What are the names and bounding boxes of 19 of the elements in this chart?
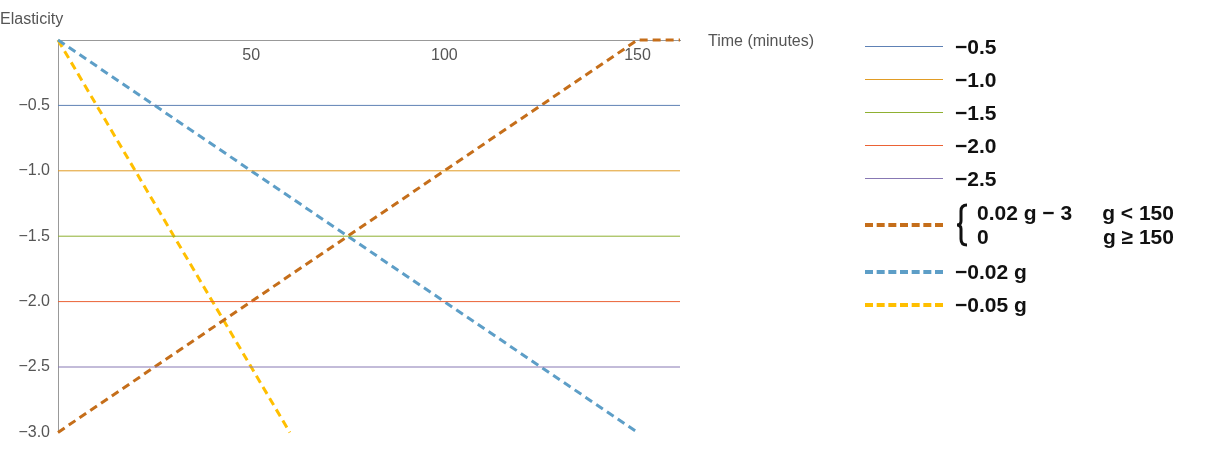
legend-label: −0.02 g xyxy=(955,259,1027,284)
y-tick-label: −1.0 xyxy=(18,161,51,179)
legend-label: −0.5 xyxy=(955,34,997,59)
text: 0.02 g − 3 g < 150 0 g ≥ 150 xyxy=(977,201,1174,248)
x-tick-label: 100 xyxy=(430,46,458,64)
y-tick-label: −2.0 xyxy=(18,292,51,310)
x-axis-title: Time (minutes) xyxy=(708,32,815,50)
legend-label: −2.5 xyxy=(955,166,997,191)
x-tick-label: 50 xyxy=(242,46,261,64)
legend-label: −1.0 xyxy=(955,67,997,92)
legend-label: −2.0 xyxy=(955,133,997,158)
y-tick-label: −1.5 xyxy=(18,226,51,244)
x-tick-label: 150 xyxy=(624,46,651,64)
y-axis-title: Elasticity xyxy=(0,10,64,28)
y-tick-label: −2.5 xyxy=(18,357,51,375)
y-tick-label: −0.5 xyxy=(18,95,51,113)
y-tick-label: −3.0 xyxy=(18,422,51,440)
legend-label: −1.5 xyxy=(955,100,997,125)
legend-label: −0.05 g xyxy=(955,292,1027,317)
